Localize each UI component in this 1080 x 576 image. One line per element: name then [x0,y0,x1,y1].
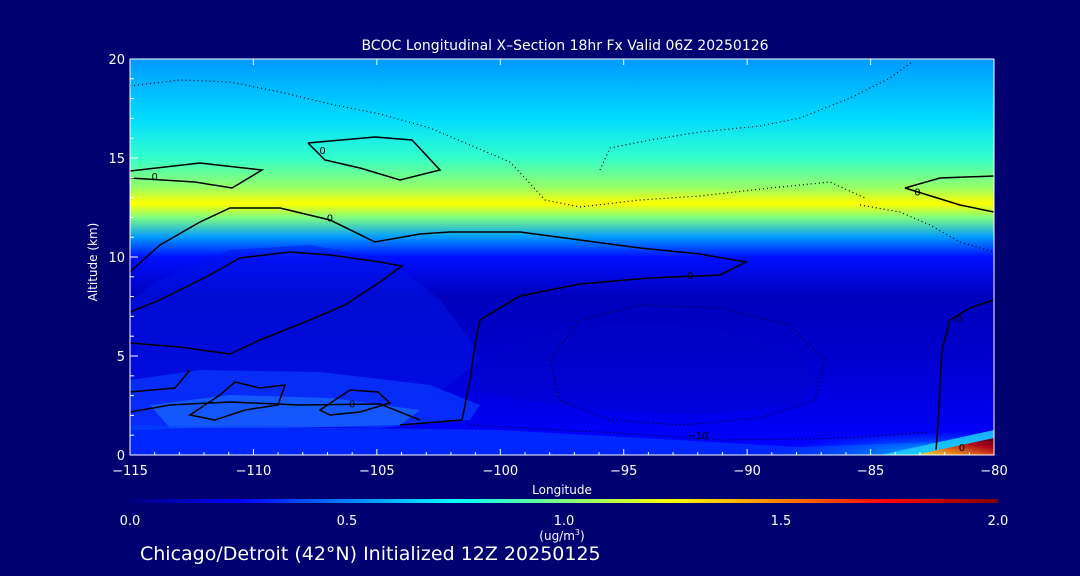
y-tick-label: 15 [108,152,125,167]
x-tick-label: −105 [359,464,395,479]
colorbar-unit-line2: ) [580,529,585,543]
x-tick-label: −85 [857,464,884,479]
x-tick-label: −95 [610,464,637,479]
contour-label: 0 [151,172,157,183]
plot-area: 0 0 0 0 0 0 0 0 −10 [130,59,994,455]
x-tick-label: −100 [482,464,518,479]
y-tick-label: 20 [108,53,125,68]
contour-lines [130,136,994,451]
x-axis-label: Longitude [532,483,592,497]
x-tick-label: −90 [733,464,760,479]
contour-label: 0 [956,314,962,325]
colorbar-tick-label: 1.0 [554,514,575,529]
x-axis: −115 −110 −105 −100 −95 −90 −85 −80 [112,59,1008,479]
y-tick-label: 0 [117,449,125,464]
y-tick-label: 10 [108,251,125,266]
x-tick-label: −80 [980,464,1007,479]
contour-label: 0 [687,271,693,282]
y-tick-label: 5 [117,350,125,365]
colorbar-ticks: 0.0 0.5 1.0 1.5 2.0 [120,514,1009,529]
surface-source [915,438,994,455]
contour-label: −10 [687,431,708,442]
x-tick-label: −115 [112,464,148,479]
y-axis: 0 5 10 15 20 [108,53,138,464]
colorbar-unit-sup: 3 [575,528,580,537]
contour-dotted [130,61,994,441]
contour-label: 0 [959,443,965,454]
colorbar-tick-label: 0.0 [120,514,141,529]
colorbar-tick-label: 0.5 [337,514,358,529]
x-tick-label: −110 [236,464,272,479]
contour-label: 0 [349,400,355,411]
contour-label: 0 [327,213,333,224]
colorbar [130,499,998,503]
colorbar-unit-line1: (ug/m [539,529,575,543]
colorbar-unit: (ug/m3) [539,528,584,543]
contour-label: 0 [914,188,920,199]
y-axis-label: Altitude (km) [86,223,100,302]
footer-caption: Chicago/Detroit (42°N) Initialized 12Z 2… [140,543,601,565]
contour-labels: 0 0 0 0 0 0 0 0 −10 [151,146,965,454]
chart-title: BCOC Longitudinal X–Section 18hr Fx Vali… [361,38,768,54]
colorbar-tick-label: 1.5 [771,514,792,529]
contour-label: 0 [319,146,325,157]
colorbar-tick-label: 2.0 [988,514,1009,529]
low-level-features [130,245,994,455]
